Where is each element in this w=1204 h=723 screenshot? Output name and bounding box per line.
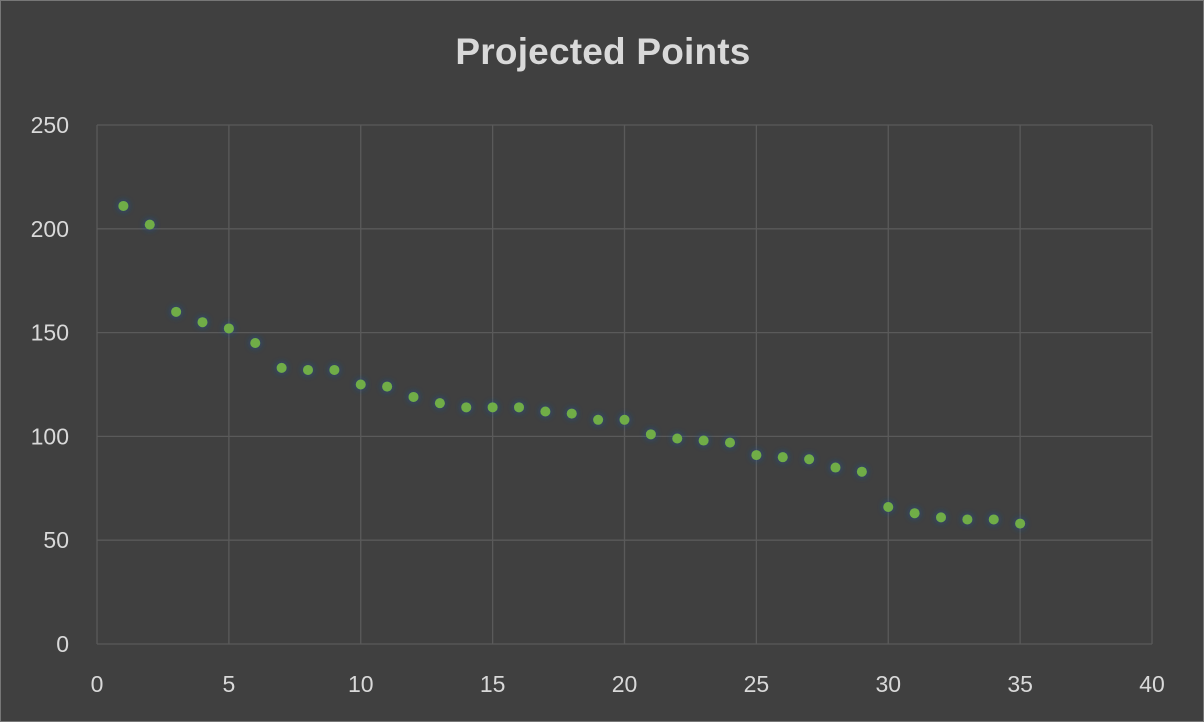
data-point [962, 514, 973, 525]
x-tick-label: 15 [480, 671, 506, 697]
x-tick-label: 20 [612, 671, 638, 697]
data-point [408, 391, 419, 402]
data-point [487, 402, 498, 413]
data-point [883, 501, 894, 512]
x-tick-label: 0 [91, 671, 104, 697]
data-point [672, 433, 683, 444]
data-point [329, 364, 340, 375]
data-point [144, 219, 155, 230]
y-tick-label: 200 [31, 216, 69, 242]
y-tick-label: 150 [31, 320, 69, 346]
data-point [909, 508, 920, 519]
data-point [514, 402, 524, 413]
y-tick-label: 250 [31, 112, 69, 138]
x-axis-ticks: 0 5 10 15 20 25 30 35 40 [91, 671, 1165, 697]
data-points [118, 200, 1026, 529]
data-point [936, 512, 946, 523]
y-tick-label: 100 [31, 423, 69, 449]
data-point [223, 323, 234, 334]
data-point [355, 379, 366, 390]
data-point [1015, 518, 1026, 529]
x-tick-label: 30 [875, 671, 901, 697]
gridlines [96, 124, 1153, 645]
data-point [303, 364, 313, 375]
data-point [804, 454, 815, 465]
data-point [197, 317, 208, 328]
data-point [830, 462, 841, 473]
data-point [171, 306, 182, 317]
data-point [988, 514, 999, 525]
data-point [856, 466, 867, 477]
x-tick-label: 5 [222, 671, 235, 697]
data-point [434, 398, 445, 409]
chart-title: Projected Points [455, 31, 751, 72]
y-tick-label: 50 [43, 527, 69, 553]
data-point [698, 435, 709, 446]
data-point [593, 414, 604, 425]
data-point [777, 452, 788, 463]
data-point [250, 337, 261, 348]
x-tick-label: 10 [348, 671, 374, 697]
data-point [725, 437, 735, 448]
data-point [751, 450, 762, 461]
x-tick-label: 25 [744, 671, 770, 697]
data-point [461, 402, 472, 413]
y-axis-ticks: 0 50 100 150 200 250 [31, 112, 69, 657]
data-point [382, 381, 393, 392]
x-tick-label: 35 [1007, 671, 1033, 697]
data-point [645, 429, 656, 440]
x-tick-label: 40 [1139, 671, 1165, 697]
data-point [566, 408, 577, 419]
data-point [619, 414, 630, 425]
data-point [276, 362, 287, 373]
data-point [118, 200, 129, 211]
data-point [540, 406, 551, 417]
y-tick-label: 0 [56, 631, 69, 657]
